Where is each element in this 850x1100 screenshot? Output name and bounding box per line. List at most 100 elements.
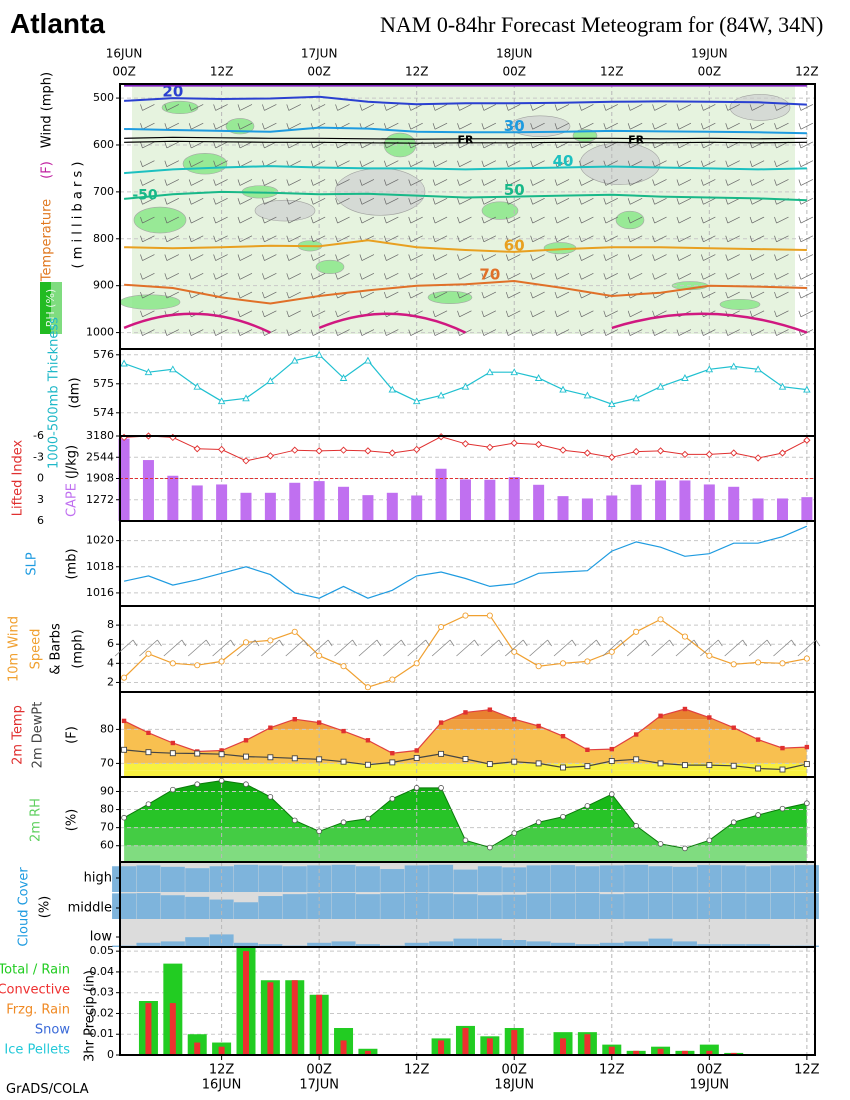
wind-barb	[139, 639, 162, 657]
rh-point	[608, 791, 615, 797]
wind-barb	[164, 272, 179, 280]
wind-barb	[262, 122, 277, 130]
cloud-cell	[502, 940, 527, 947]
cloud-cell	[233, 902, 258, 919]
data-point	[754, 365, 762, 373]
cloud-cell	[233, 942, 258, 947]
wind-barb	[627, 216, 643, 224]
wind-barb	[164, 160, 179, 168]
y-tick-label: 2544	[86, 450, 114, 463]
wind-barb	[578, 639, 601, 657]
wind-barb	[700, 122, 716, 130]
wind-barb	[213, 197, 228, 205]
cloud-cell	[624, 941, 649, 947]
wind-barb	[286, 216, 301, 224]
wind-barb	[603, 179, 618, 186]
axis-label-units: (F)	[65, 726, 80, 744]
wind-barb	[310, 329, 326, 336]
data-point	[267, 637, 274, 644]
wind-barb	[431, 639, 455, 657]
axis-label-units: (mb)	[65, 548, 80, 579]
wind-barb	[432, 329, 448, 336]
wind-barb	[554, 104, 570, 111]
panel-frame	[119, 348, 816, 437]
wind-barb	[505, 216, 521, 224]
cape-bar	[435, 468, 447, 521]
wind-barb	[262, 272, 277, 280]
wind-barb	[457, 160, 472, 168]
data-point	[169, 365, 177, 373]
wind-barb	[286, 141, 301, 149]
cape-bar	[655, 480, 667, 521]
rh-moist-area	[315, 259, 345, 274]
wind-barb	[627, 104, 643, 111]
cloud-cell	[429, 864, 454, 892]
temp-point	[438, 720, 444, 725]
wind-barb	[114, 639, 138, 657]
wind-barb	[140, 272, 155, 280]
wind-barb	[237, 160, 253, 168]
wind-barb	[335, 197, 350, 205]
date-label: 16JUN	[106, 47, 143, 61]
wind-barb	[188, 254, 204, 261]
wind-barb	[359, 197, 375, 205]
rh-legend-label: RH (%)	[44, 289, 57, 327]
wind-barb	[334, 639, 357, 657]
rh-band	[124, 791, 807, 810]
data-point	[145, 650, 152, 657]
wind-barb	[798, 122, 814, 130]
rh-point	[267, 794, 274, 800]
wind-barb	[432, 235, 448, 243]
y-tick-label: 0.05	[90, 944, 115, 957]
wind-barb	[164, 329, 179, 336]
date-label: 19JUN	[691, 47, 728, 61]
temp-band	[124, 763, 807, 771]
wind-barb	[725, 160, 740, 168]
wind-barb	[286, 235, 301, 243]
wind-barb	[725, 272, 740, 280]
rh-point	[365, 815, 371, 822]
wind-barb	[579, 160, 594, 168]
wind-barb	[432, 291, 448, 299]
wind-barb	[432, 272, 448, 280]
isotherm-label: 30	[504, 117, 525, 135]
wind-barb	[725, 254, 740, 261]
data-point	[729, 362, 738, 370]
wind-barb	[456, 639, 479, 657]
y-tick-label: 4	[107, 656, 114, 669]
wind-barb	[310, 197, 326, 205]
y-tick-label: 1908	[86, 472, 114, 485]
cape-bar	[752, 498, 764, 521]
li-point	[559, 446, 567, 454]
wind-barb	[432, 122, 448, 130]
cloud-cell	[770, 865, 795, 892]
wind-barb	[530, 122, 545, 130]
temp-point	[755, 737, 761, 742]
wind-barb	[408, 160, 423, 168]
wind-barb	[603, 141, 618, 149]
wind-barb	[335, 160, 350, 168]
precip-convective-bar	[267, 982, 274, 1055]
wind-barb	[530, 291, 545, 299]
cape-bar	[557, 496, 569, 521]
wind-barb	[164, 122, 179, 130]
wind-barb	[579, 310, 594, 318]
isotherm-line	[124, 95, 807, 106]
li-point	[730, 449, 738, 457]
cloud-cell	[355, 894, 380, 919]
wind-barb	[481, 254, 497, 261]
wind-barb	[359, 329, 375, 336]
wind-barb	[579, 235, 594, 243]
wind-barb	[505, 272, 521, 280]
data-point	[608, 648, 615, 655]
wind-barb	[652, 160, 667, 168]
y-tick-label: 0	[107, 1048, 114, 1061]
wind-barb	[164, 291, 179, 299]
wind-barb	[383, 254, 399, 261]
dewpoint-point	[243, 753, 249, 760]
panel-10m-wind: 2 4 6 8 10m Wind Speed & Barbs (mph)	[7, 605, 821, 693]
wind-barb	[554, 179, 570, 186]
rh-point	[121, 814, 127, 821]
wind-barb	[529, 639, 552, 657]
dewpoint-point	[560, 764, 566, 771]
